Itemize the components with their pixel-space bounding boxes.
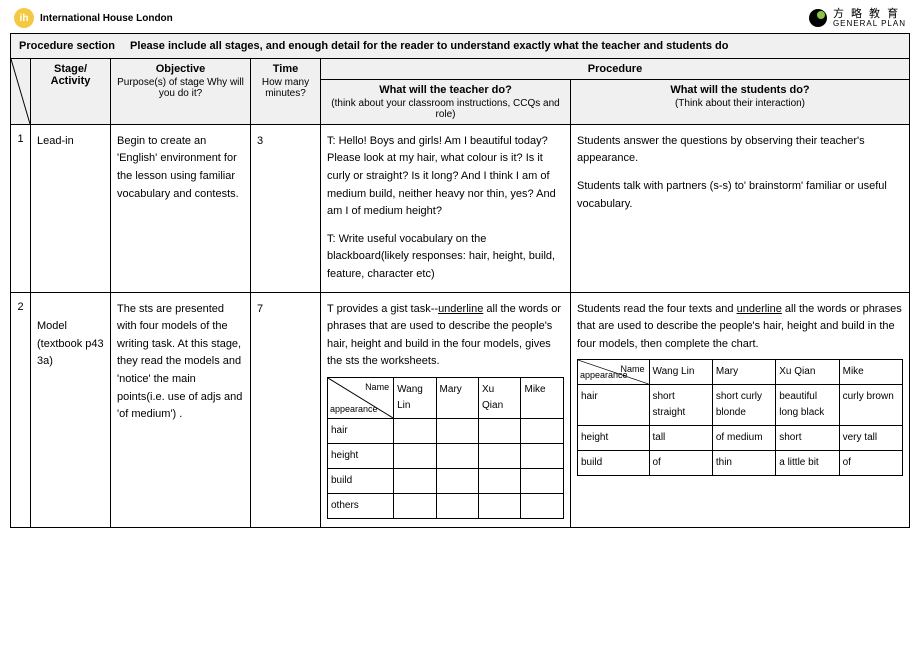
teacher-para: T: Hello! Boys and girls! Am I beautiful… [327, 133, 564, 221]
chart-col: Mike [521, 378, 564, 419]
chart-cell: curly brown [839, 385, 902, 426]
chart-col: Wang Lin [394, 378, 436, 419]
col-students-label: What will the students do? [670, 84, 809, 96]
col-students: What will the students do? (Think about t… [571, 79, 910, 124]
teacher-chart: Name appearance Wang Lin Mary Xu Qian Mi… [327, 377, 564, 519]
row-students: Students answer the questions by observi… [571, 124, 910, 292]
chart-cell: short straight [649, 385, 712, 426]
col-objective-sub: Purpose(s) of stage Why will you do it? [115, 77, 246, 99]
chart-cell: beautiful long black [776, 385, 839, 426]
row-time: 3 [251, 124, 321, 292]
col-teacher-label: What will the teacher do? [379, 84, 512, 96]
chart-row-label: height [328, 444, 394, 469]
col-teacher-sub: (think about your classroom instructions… [325, 98, 566, 120]
col-students-sub: (Think about their interaction) [575, 98, 905, 109]
col-objective: Objective Purpose(s) of stage Why will yo… [111, 58, 251, 124]
students-para: Students answer the questions by observi… [577, 133, 903, 168]
chart-row-label: others [328, 494, 394, 519]
chart-cell: tall [649, 426, 712, 451]
chart-cell: of [649, 451, 712, 476]
row-teacher: T provides a gist task--underline all th… [321, 292, 571, 527]
stage-text: Model (textbook p43 3a) [37, 320, 104, 367]
col-time-label: Time [273, 63, 298, 75]
page-header: ih International House London 方 略 教 育 GE… [10, 8, 910, 29]
col-teacher: What will the teacher do? (think about yo… [321, 79, 571, 124]
teacher-para: T: Write useful vocabulary on the blackb… [327, 231, 564, 284]
table-row: 1 Lead-in Begin to create an 'English' e… [11, 124, 910, 292]
chart-col: Mary [712, 360, 775, 385]
chart-row-label: height [578, 426, 650, 451]
chart-cell: short curly blonde [712, 385, 775, 426]
col-time-sub: How many minutes? [255, 77, 316, 99]
col-time: Time How many minutes? [251, 58, 321, 124]
brand-text: 方 略 教 育 GENERAL PLAN [833, 8, 906, 29]
chart-row-label: build [578, 451, 650, 476]
chart-row-label: build [328, 469, 394, 494]
teacher-intro: T provides a gist task--underline all th… [327, 301, 564, 371]
chart-cell: of [839, 451, 902, 476]
ih-logo-icon: ih [14, 8, 34, 28]
row-num: 1 [11, 124, 31, 292]
diag-top-label: Name [365, 380, 389, 394]
chart-cell: very tall [839, 426, 902, 451]
underlined-text: underline [438, 303, 483, 315]
chart-col: Wang Lin [649, 360, 712, 385]
row-teacher: T: Hello! Boys and girls! Am I beautiful… [321, 124, 571, 292]
student-chart: Name appearance Wang Lin Mary Xu Qian Mi… [577, 359, 903, 476]
text: Students read the four texts and [577, 303, 737, 315]
chart-row-label: hair [578, 385, 650, 426]
students-intro: Students read the four texts and underli… [577, 301, 903, 354]
section-note: Please include all stages, and enough de… [130, 40, 728, 52]
chart-cell: thin [712, 451, 775, 476]
underlined-text: underline [737, 303, 782, 315]
row-time: 7 [251, 292, 321, 527]
table-row: 2 Model (textbook p43 3a) The sts are pr… [11, 292, 910, 527]
chart-col: Xu Qian [479, 378, 521, 419]
row-objective: The sts are presented with four models o… [111, 292, 251, 527]
chart-cell: of medium [712, 426, 775, 451]
chart-diag-header: Name appearance [328, 378, 394, 419]
chart-diag-header: Name appearance [578, 360, 650, 385]
chart-col: Xu Qian [776, 360, 839, 385]
section-title: Procedure section [19, 40, 115, 52]
row-num: 2 [11, 292, 31, 527]
header-left: ih International House London [14, 8, 173, 28]
col-procedure: Procedure [321, 58, 910, 79]
chart-col: Mike [839, 360, 902, 385]
brand-english: GENERAL PLAN [833, 20, 906, 29]
col-stage-label: Stage/ Activity [51, 63, 91, 87]
chart-cell: short [776, 426, 839, 451]
students-para: Students talk with partners (s-s) to' br… [577, 178, 903, 213]
row-objective: Begin to create an 'English' environment… [111, 124, 251, 292]
section-header: Procedure section Please include all sta… [11, 33, 910, 58]
diagonal-line-icon [11, 59, 30, 124]
text: T provides a gist task-- [327, 303, 438, 315]
diag-bottom-label: appearance [580, 368, 628, 382]
row-students: Students read the four texts and underli… [571, 292, 910, 527]
col-num [11, 58, 31, 124]
row-stage: Lead-in [31, 124, 111, 292]
diag-bottom-label: appearance [330, 402, 378, 416]
org-name: International House London [40, 13, 173, 24]
header-right: 方 略 教 育 GENERAL PLAN [809, 8, 906, 29]
row-stage: Model (textbook p43 3a) [31, 292, 111, 527]
chart-row-label: hair [328, 419, 394, 444]
col-objective-label: Objective [156, 63, 206, 75]
procedure-table: Procedure section Please include all sta… [10, 33, 910, 528]
col-stage: Stage/ Activity [31, 58, 111, 124]
chart-col: Mary [436, 378, 478, 419]
globe-leaf-icon [809, 9, 827, 27]
chart-cell: a little bit [776, 451, 839, 476]
